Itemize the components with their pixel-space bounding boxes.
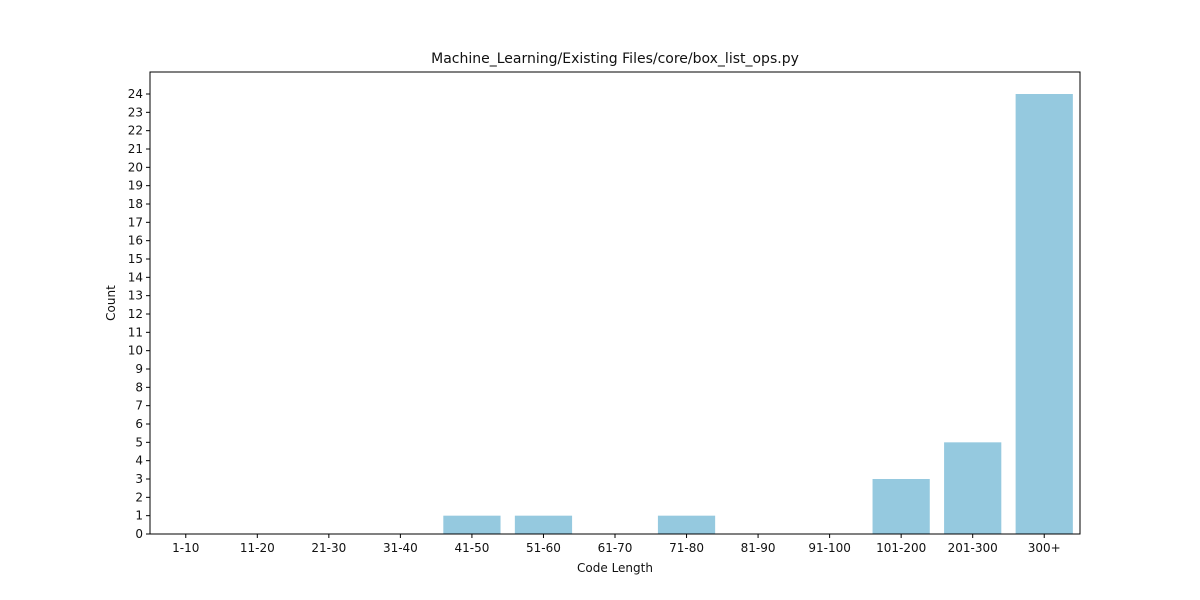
y-tick-label: 10	[128, 344, 143, 358]
x-tick-label: 71-80	[669, 541, 704, 555]
y-tick-label: 22	[128, 124, 143, 138]
y-tick-label: 18	[128, 197, 143, 211]
x-tick-label: 11-20	[240, 541, 275, 555]
y-axis-title: Count	[104, 285, 118, 321]
bar-51-60	[514, 515, 573, 534]
y-tick-label: 13	[128, 289, 143, 303]
bar-201-300	[944, 442, 1002, 534]
y-tick-label: 20	[128, 160, 143, 174]
y-tick-label: 14	[128, 270, 143, 284]
y-tick-label: 21	[128, 142, 143, 156]
plot-frame	[149, 71, 1081, 535]
x-tick-label: 81-90	[741, 541, 776, 555]
y-tick-label: 16	[128, 234, 143, 248]
x-tick-label: 31-40	[383, 541, 418, 555]
y-tick-label: 5	[135, 435, 143, 449]
y-tick-label: 8	[135, 380, 143, 394]
y-tick-label: 1	[135, 509, 143, 523]
y-tick-label: 6	[135, 417, 143, 431]
y-tick-label: 3	[135, 472, 143, 486]
y-tick-label: 4	[135, 454, 143, 468]
y-tick-label: 24	[128, 87, 143, 101]
y-tick-label: 0	[135, 527, 143, 541]
y-tick-label: 17	[128, 215, 143, 229]
chart-title: Machine_Learning/Existing Files/core/box…	[431, 51, 799, 67]
y-tick-label: 12	[128, 307, 143, 321]
x-tick-label: 91-100	[808, 541, 851, 555]
x-tick-label: 41-50	[454, 541, 489, 555]
bar-41-50	[443, 515, 501, 534]
bar-71-80	[657, 515, 716, 534]
bar-101-200	[872, 479, 930, 534]
y-tick-label: 19	[128, 179, 143, 193]
y-tick-label: 9	[135, 362, 143, 376]
x-axis-title: Code Length	[577, 561, 653, 575]
x-tick-label: 1-10	[172, 541, 199, 555]
y-tick-label: 2	[135, 490, 143, 504]
x-tick-label: 300+	[1028, 541, 1061, 555]
y-tick-label: 23	[128, 105, 143, 119]
x-tick-label: 51-60	[526, 541, 561, 555]
y-tick-label: 11	[128, 325, 143, 339]
y-tick-label: 7	[135, 399, 143, 413]
bar-300+	[1015, 94, 1073, 534]
x-tick-label: 61-70	[598, 541, 633, 555]
y-tick-label: 15	[128, 252, 143, 266]
x-tick-label: 201-300	[948, 541, 998, 555]
x-tick-label: 101-200	[876, 541, 926, 555]
x-tick-label: 21-30	[311, 541, 346, 555]
x-axis-ticks: 1-10 11-20 21-30 31-40 41-50 51-60 61-70 71-80 8…	[172, 534, 1061, 555]
bars-layer	[443, 94, 1073, 534]
